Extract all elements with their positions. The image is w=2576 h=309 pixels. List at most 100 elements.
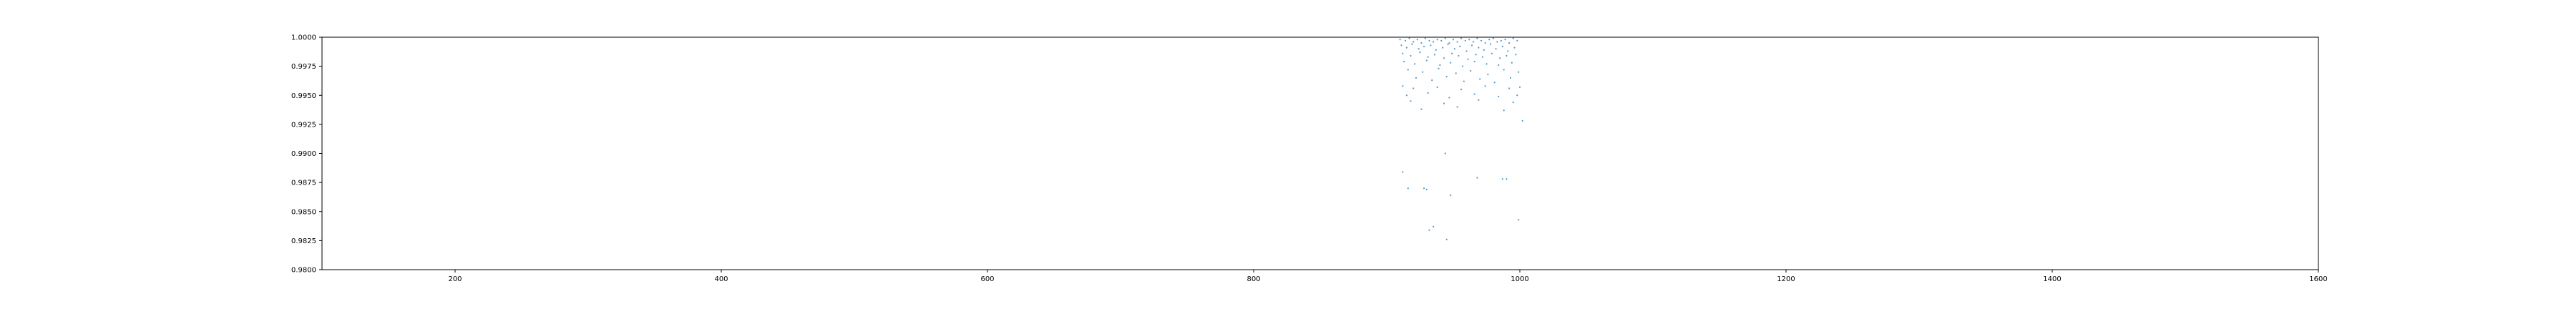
scatter-point [1467, 58, 1469, 60]
scatter-point [1485, 63, 1488, 65]
scatter-point [1478, 46, 1480, 49]
scatter-point [1506, 54, 1508, 57]
scatter-point [1503, 109, 1505, 112]
scatter-point [1460, 89, 1463, 91]
scatter-point [1478, 99, 1480, 101]
y-tick-label: 0.9800 [291, 267, 316, 275]
scatter-point [1444, 152, 1446, 154]
scatter-point [1458, 54, 1460, 57]
scatter-point [1518, 86, 1521, 88]
scatter-point [1413, 63, 1416, 65]
scatter-point [1499, 57, 1501, 59]
scatter-point [1443, 57, 1445, 59]
scatter-point [1416, 39, 1418, 41]
scatter-point [1501, 178, 1503, 180]
scatter-point [1476, 177, 1478, 179]
y-tick-label: 0.9875 [291, 180, 316, 187]
scatter-point [1418, 48, 1420, 50]
y-tick-label: 0.9825 [291, 237, 316, 245]
y-axis: 0.9800 0.9825 0.9850 0.9875 0.9900 0.9925 0.99… [291, 34, 322, 275]
scatter-point [1489, 43, 1492, 45]
x-tick-label: 400 [714, 275, 728, 283]
scatter-point [1404, 39, 1407, 41]
scatter-point [1410, 54, 1412, 57]
scatter-point [1492, 37, 1494, 39]
scatter-point [1422, 71, 1424, 73]
scatter-point [1509, 77, 1512, 79]
scatter-point [1516, 39, 1518, 41]
scatter-point [1521, 119, 1523, 122]
scatter-point [1470, 70, 1472, 72]
scatter-point [1413, 41, 1415, 43]
scatter-point [1448, 42, 1450, 44]
scatter-point [1475, 54, 1477, 56]
scatter-point [1496, 41, 1498, 43]
scatter-point [1451, 52, 1453, 54]
scatter-point [1518, 71, 1520, 73]
scatter-point [1464, 39, 1466, 41]
scatter-point [1399, 39, 1401, 41]
scatter-point [1498, 64, 1500, 67]
scatter-point [1508, 42, 1511, 44]
scatter-point [1425, 59, 1428, 62]
scatter-point [1410, 100, 1412, 102]
scatter-point [1456, 41, 1458, 43]
scatter-point [1473, 61, 1475, 63]
scatter-point [1408, 37, 1410, 39]
scatter-point [1450, 194, 1452, 197]
y-tick-label: 0.9950 [291, 92, 316, 100]
scatter-point [1504, 39, 1506, 41]
x-tick-label: 200 [448, 275, 462, 283]
scatter-point [1423, 45, 1425, 48]
scatter-point [1407, 69, 1409, 71]
scatter-point [1424, 37, 1427, 39]
scatter-point [1438, 67, 1440, 69]
scatter-point [1459, 45, 1461, 48]
scatter-point [1402, 171, 1404, 173]
scatter-point [1515, 54, 1517, 56]
scatter-point [1440, 39, 1443, 41]
scatter-point [1476, 37, 1478, 39]
x-tick-label: 1600 [2309, 275, 2327, 283]
scatter-point [1481, 56, 1484, 58]
scatter-point [1427, 92, 1429, 94]
scatter-point [1453, 48, 1455, 50]
scatter-point [1511, 62, 1513, 64]
scatter-point [1516, 94, 1518, 97]
scatter-point [1456, 106, 1458, 108]
x-tick-label: 1200 [1777, 275, 1795, 283]
scatter-point [1444, 37, 1446, 39]
scatter-point [1495, 48, 1497, 50]
x-tick-label: 800 [1246, 275, 1260, 283]
scatter-point [1491, 52, 1493, 54]
scatter-point [1423, 187, 1425, 190]
x-tick-label: 600 [980, 275, 994, 283]
scatter-point [1407, 187, 1409, 190]
scatter-point [1488, 39, 1491, 41]
scatter-point [1472, 41, 1474, 43]
scatter-point [1420, 42, 1423, 44]
x-axis: 200 400 600 800 1000 1200 1400 1600 [448, 270, 2328, 283]
scatter-point [1479, 78, 1481, 80]
scatter-point [1445, 238, 1448, 240]
scatter-point [1483, 49, 1485, 51]
scatter-point [1436, 39, 1438, 41]
plot-frame [321, 36, 2319, 270]
y-tick-label: 0.9900 [291, 150, 316, 158]
scatter-point [1448, 97, 1450, 99]
scatter-point [1420, 108, 1423, 110]
scatter-point [1447, 43, 1449, 45]
data-points [1399, 37, 1523, 240]
scatter-point [1512, 101, 1514, 104]
scatter-point [1484, 85, 1486, 87]
scatter-point [1402, 52, 1404, 54]
scatter-point [1500, 39, 1503, 41]
scatter-point [1501, 45, 1503, 48]
y-tick-label: 1.0000 [291, 34, 316, 42]
scatter-point [1503, 69, 1505, 71]
scatter-point [1402, 85, 1404, 87]
scatter-point [1405, 46, 1407, 49]
y-tick-label: 0.9975 [291, 63, 316, 71]
scatter-point [1439, 64, 1441, 67]
scatter-point [1455, 72, 1457, 74]
